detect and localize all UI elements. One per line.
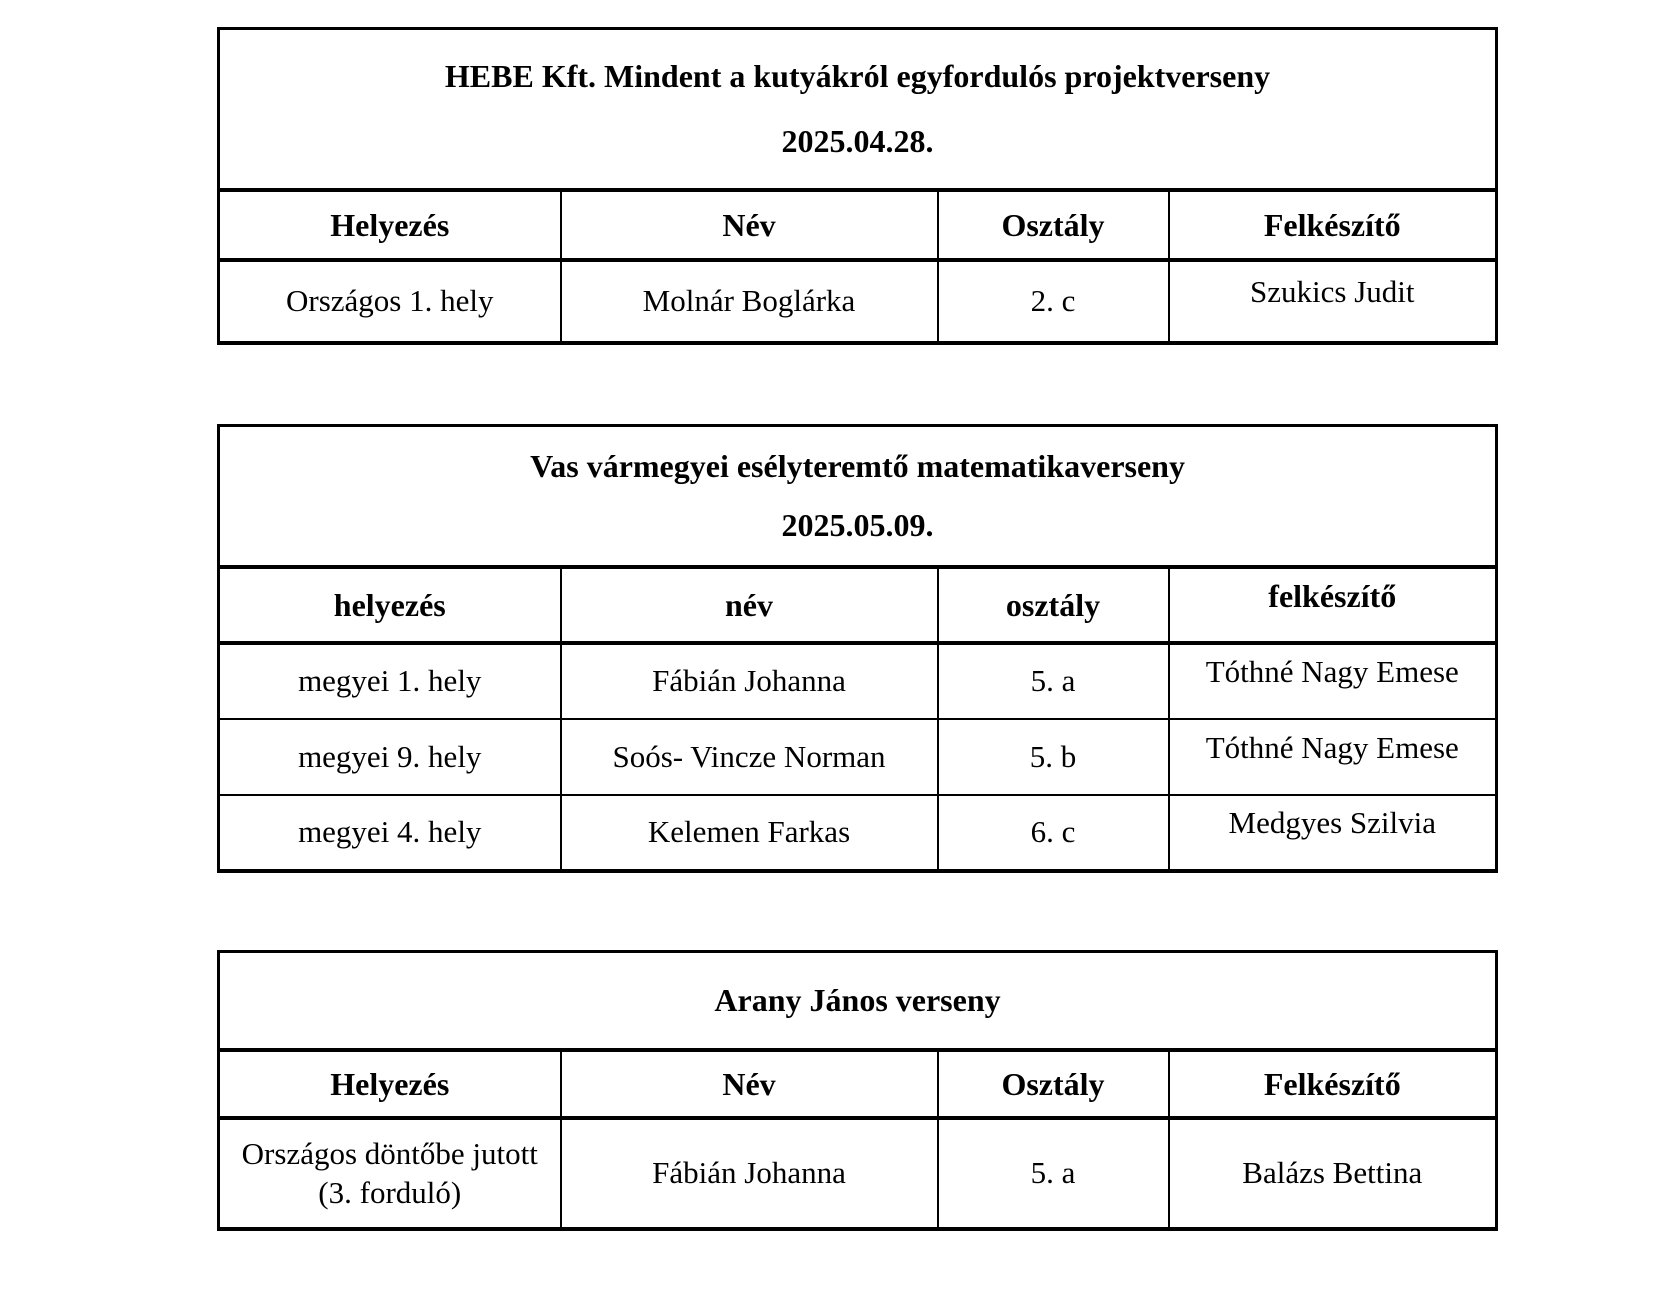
competition-title: HEBE Kft. Mindent a kutyákról egyforduló…	[444, 58, 1271, 95]
header-osztaly: osztály	[936, 566, 1170, 645]
table-spacer	[217, 345, 1495, 424]
cell-felkeszito: Szukics Judit	[1167, 259, 1498, 344]
table-row: Országos döntőbe jutott (3. forduló) Fáb…	[217, 1117, 1498, 1230]
header-osztaly: Osztály	[936, 1049, 1170, 1120]
cell-nev: Fábián Johanna	[559, 1117, 939, 1230]
cell-felkeszito-text: Tóthné Nagy Emese	[1205, 729, 1459, 765]
cell-osztaly: 2. c	[936, 259, 1170, 344]
cell-helyezes: megyei 4. hely	[217, 794, 562, 872]
header-helyezes: Helyezés	[217, 189, 562, 262]
header-nev: Név	[559, 1049, 939, 1120]
competition-title-cell: Arany János verseny	[217, 950, 1498, 1052]
cell-helyezes: megyei 1. hely	[217, 642, 562, 720]
cell-felkeszito: Tóthné Nagy Emese	[1167, 642, 1498, 720]
competition-date: 2025.04.28.	[781, 123, 934, 160]
cell-helyezes: Országos 1. hely	[217, 259, 562, 344]
header-helyezes: helyezés	[217, 566, 562, 645]
competition-table-matematika: Vas vármegyei esélyteremtő matematikaver…	[217, 424, 1499, 873]
competition-title-cell: Vas vármegyei esélyteremtő matematikaver…	[217, 424, 1498, 569]
table-header-row: helyezés név osztály felkészítő	[217, 566, 1498, 645]
competition-title-cell: HEBE Kft. Mindent a kutyákról egyforduló…	[217, 27, 1498, 192]
header-felkeszito: Felkészítő	[1167, 1049, 1498, 1120]
cell-felkeszito-text: Szukics Judit	[1250, 274, 1415, 310]
table-row: megyei 4. hely Kelemen Farkas 6. c Medgy…	[217, 794, 1498, 872]
title-row: Vas vármegyei esélyteremtő matematikaver…	[217, 424, 1498, 569]
header-felkeszito: felkészítő	[1167, 566, 1498, 645]
cell-helyezes: megyei 9. hely	[217, 718, 562, 796]
header-helyezes: Helyezés	[217, 1049, 562, 1120]
cell-felkeszito-text: Medgyes Szilvia	[1228, 805, 1437, 841]
header-osztaly: Osztály	[936, 189, 1170, 262]
cell-nev: Molnár Boglárka	[559, 259, 939, 344]
results-document: HEBE Kft. Mindent a kutyákról egyforduló…	[217, 27, 1499, 1231]
cell-osztaly: 5. a	[936, 1117, 1170, 1230]
competition-table-hebe: HEBE Kft. Mindent a kutyákról egyforduló…	[217, 27, 1499, 345]
header-nev: Név	[559, 189, 939, 262]
table-spacer	[217, 873, 1495, 950]
competition-title: Vas vármegyei esélyteremtő matematikaver…	[530, 448, 1185, 485]
title-row: Arany János verseny	[217, 950, 1498, 1052]
table-row: Országos 1. hely Molnár Boglárka 2. c Sz…	[217, 259, 1498, 344]
cell-osztaly: 6. c	[936, 794, 1170, 872]
competition-date: 2025.05.09.	[781, 506, 934, 543]
cell-osztaly: 5. b	[936, 718, 1170, 796]
cell-felkeszito: Tóthné Nagy Emese	[1167, 718, 1498, 796]
cell-nev: Soós- Vincze Norman	[559, 718, 939, 796]
header-felkeszito: Felkészítő	[1167, 189, 1498, 262]
cell-nev: Fábián Johanna	[559, 642, 939, 720]
competition-table-arany-janos: Arany János verseny Helyezés Név Osztály…	[217, 950, 1499, 1231]
cell-nev: Kelemen Farkas	[559, 794, 939, 872]
cell-helyezes: Országos döntőbe jutott (3. forduló)	[217, 1117, 562, 1230]
table-header-row: Helyezés Név Osztály Felkészítő	[217, 189, 1498, 262]
cell-felkeszito: Balázs Bettina	[1167, 1117, 1498, 1230]
table-header-row: Helyezés Név Osztály Felkészítő	[217, 1049, 1498, 1120]
table-row: megyei 9. hely Soós- Vincze Norman 5. b …	[217, 718, 1498, 796]
header-felkeszito-text: felkészítő	[1268, 577, 1397, 614]
cell-osztaly: 5. a	[936, 642, 1170, 720]
title-row: HEBE Kft. Mindent a kutyákról egyforduló…	[217, 27, 1498, 192]
competition-title: Arany János verseny	[714, 982, 1001, 1019]
cell-felkeszito-text: Tóthné Nagy Emese	[1205, 654, 1459, 690]
table-row: megyei 1. hely Fábián Johanna 5. a Tóthn…	[217, 642, 1498, 720]
header-nev: név	[559, 566, 939, 645]
cell-felkeszito: Medgyes Szilvia	[1167, 794, 1498, 872]
